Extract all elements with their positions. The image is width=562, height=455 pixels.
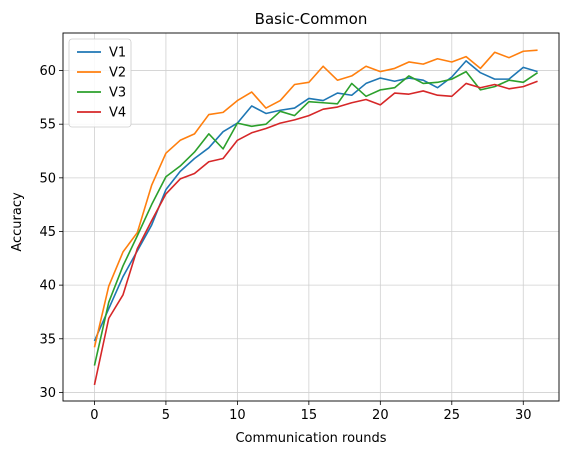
x-tick-label: 0 [90,408,98,423]
y-axis: 30 35 40 45 50 55 60 [39,64,63,401]
x-tick-label: 25 [444,408,461,423]
legend: V1 V2 V3 V4 [68,38,132,128]
legend-label-v4: V4 [109,106,126,121]
y-tick-label: 60 [39,64,56,79]
x-tick-label: 15 [301,408,318,423]
x-tick-label: 30 [515,408,532,423]
legend-label-v1: V1 [109,46,126,61]
y-tick-label: 30 [39,386,56,401]
x-tick-label: 10 [229,408,246,423]
y-tick-label: 35 [39,332,56,347]
legend-label-v2: V2 [109,66,126,81]
y-tick-label: 40 [39,279,56,294]
x-axis: 0 5 10 15 20 25 30 [90,401,532,423]
legend-box [68,38,132,128]
series-line-v3 [93,70,539,366]
series-line-v2 [93,49,538,348]
y-tick-label: 45 [39,225,56,240]
y-tick-label: 50 [39,171,56,186]
series-layer [93,49,539,386]
plot-frame [62,32,560,402]
chart-title: Basic-Common [255,10,368,28]
series-line-v4 [93,80,538,386]
x-tick-label: 20 [372,408,389,423]
y-tick-label: 55 [39,118,56,133]
legend-label-v3: V3 [109,86,126,101]
series-line-v1 [93,60,538,342]
x-tick-label: 5 [162,408,170,423]
y-axis-label: Accuracy [10,192,25,252]
x-axis-label: Communication rounds [235,431,386,446]
